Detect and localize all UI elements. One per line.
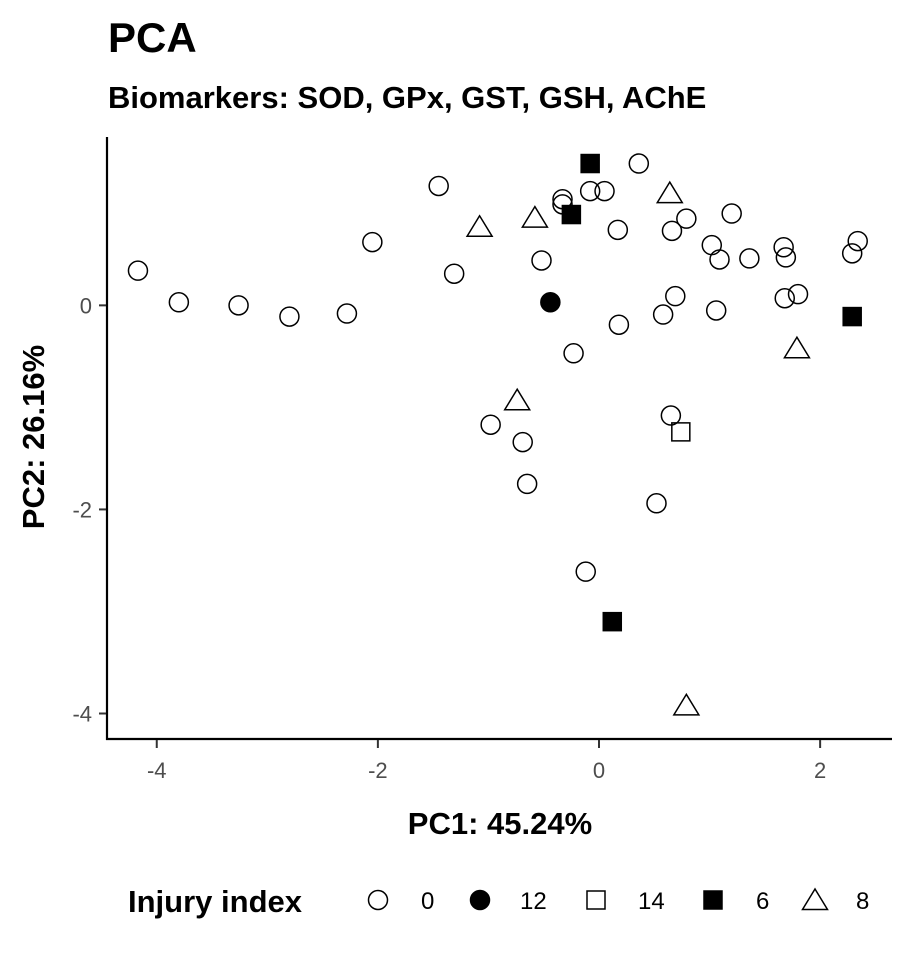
data-point-injury-0 bbox=[739, 248, 760, 269]
data-point-injury-8 bbox=[521, 205, 549, 228]
data-point-injury-0 bbox=[168, 292, 190, 313]
x-tick-label: -2 bbox=[368, 758, 388, 783]
data-point-injury-6 bbox=[580, 153, 600, 174]
legend-key-8 bbox=[801, 887, 829, 911]
data-point-injury-0 bbox=[773, 236, 794, 258]
data-point-injury-0 bbox=[705, 300, 727, 321]
data-point-injury-0 bbox=[443, 263, 465, 284]
data-point-injury-0 bbox=[563, 343, 584, 364]
y-tick-label: -2 bbox=[72, 497, 92, 522]
data-point-injury-0 bbox=[228, 295, 249, 316]
x-axis-title: PC1: 45.24% bbox=[408, 806, 592, 841]
data-points bbox=[127, 153, 868, 716]
data-point-injury-0 bbox=[646, 493, 667, 514]
data-point-injury-8 bbox=[465, 214, 494, 238]
x-axis-ticks: -4 -2 0 2 bbox=[147, 740, 826, 783]
data-point-injury-0 bbox=[336, 303, 358, 324]
y-tick-label: -4 bbox=[72, 701, 92, 726]
data-point-injury-0 bbox=[594, 180, 615, 202]
legend-key-0 bbox=[367, 889, 389, 911]
chart-subtitle: Biomarkers: SOD, GPx, GST, GSH, AChE bbox=[108, 80, 706, 115]
y-axis-title: PC2: 26.16% bbox=[16, 345, 51, 529]
data-point-injury-8 bbox=[503, 387, 532, 411]
legend-label-14: 14 bbox=[638, 888, 665, 915]
legend-items: 0 12 14 6 8 bbox=[367, 887, 869, 915]
data-point-injury-8 bbox=[672, 692, 701, 716]
data-point-injury-0 bbox=[660, 405, 682, 426]
data-point-injury-6 bbox=[842, 306, 862, 327]
data-point-injury-0 bbox=[628, 153, 650, 174]
data-point-injury-0 bbox=[428, 175, 449, 197]
data-point-injury-8 bbox=[783, 335, 811, 359]
data-point-injury-0 bbox=[774, 287, 796, 309]
legend-label-8: 8 bbox=[856, 888, 869, 915]
data-point-injury-0 bbox=[512, 431, 533, 453]
legend-label-0: 0 bbox=[421, 888, 434, 915]
data-point-injury-0 bbox=[775, 247, 797, 268]
legend-key-14 bbox=[586, 890, 606, 910]
legend: Injury index 0 12 14 6 8 bbox=[128, 884, 869, 919]
data-point-injury-0 bbox=[516, 473, 538, 495]
legend-key-12 bbox=[469, 889, 491, 911]
data-point-injury-6 bbox=[602, 611, 623, 632]
data-point-injury-0 bbox=[531, 250, 552, 271]
data-point-injury-0 bbox=[608, 314, 630, 335]
data-point-injury-0 bbox=[279, 306, 300, 327]
legend-title: Injury index bbox=[128, 884, 303, 919]
data-point-injury-0 bbox=[607, 219, 629, 241]
chart-title: PCA bbox=[108, 14, 197, 61]
data-point-injury-0 bbox=[847, 230, 868, 252]
data-point-injury-0 bbox=[841, 243, 863, 264]
legend-label-12: 12 bbox=[520, 888, 547, 915]
legend-key-6 bbox=[703, 890, 723, 910]
data-point-injury-14 bbox=[671, 422, 691, 442]
data-point-injury-0 bbox=[721, 203, 742, 224]
data-point-injury-0 bbox=[127, 260, 149, 281]
data-point-injury-8 bbox=[655, 180, 684, 204]
data-point-injury-0 bbox=[787, 283, 809, 305]
x-tick-label: -4 bbox=[147, 758, 167, 783]
data-point-injury-0 bbox=[661, 220, 683, 242]
legend-label-6: 6 bbox=[756, 888, 769, 915]
data-point-injury-0 bbox=[701, 234, 723, 256]
data-point-injury-0 bbox=[362, 231, 383, 253]
data-point-injury-12 bbox=[540, 292, 561, 313]
data-point-injury-0 bbox=[652, 304, 674, 325]
data-point-injury-0 bbox=[709, 249, 730, 270]
data-point-injury-0 bbox=[480, 414, 501, 435]
y-tick-label: 0 bbox=[80, 293, 92, 318]
data-point-injury-0 bbox=[575, 561, 596, 582]
data-point-injury-6 bbox=[561, 204, 582, 225]
x-tick-label: 0 bbox=[593, 758, 605, 783]
x-tick-label: 2 bbox=[814, 758, 826, 783]
data-point-injury-0 bbox=[579, 180, 601, 202]
y-axis-ticks: -4 -2 0 bbox=[72, 293, 106, 726]
data-point-injury-0 bbox=[676, 208, 697, 229]
data-point-injury-0 bbox=[665, 285, 686, 307]
